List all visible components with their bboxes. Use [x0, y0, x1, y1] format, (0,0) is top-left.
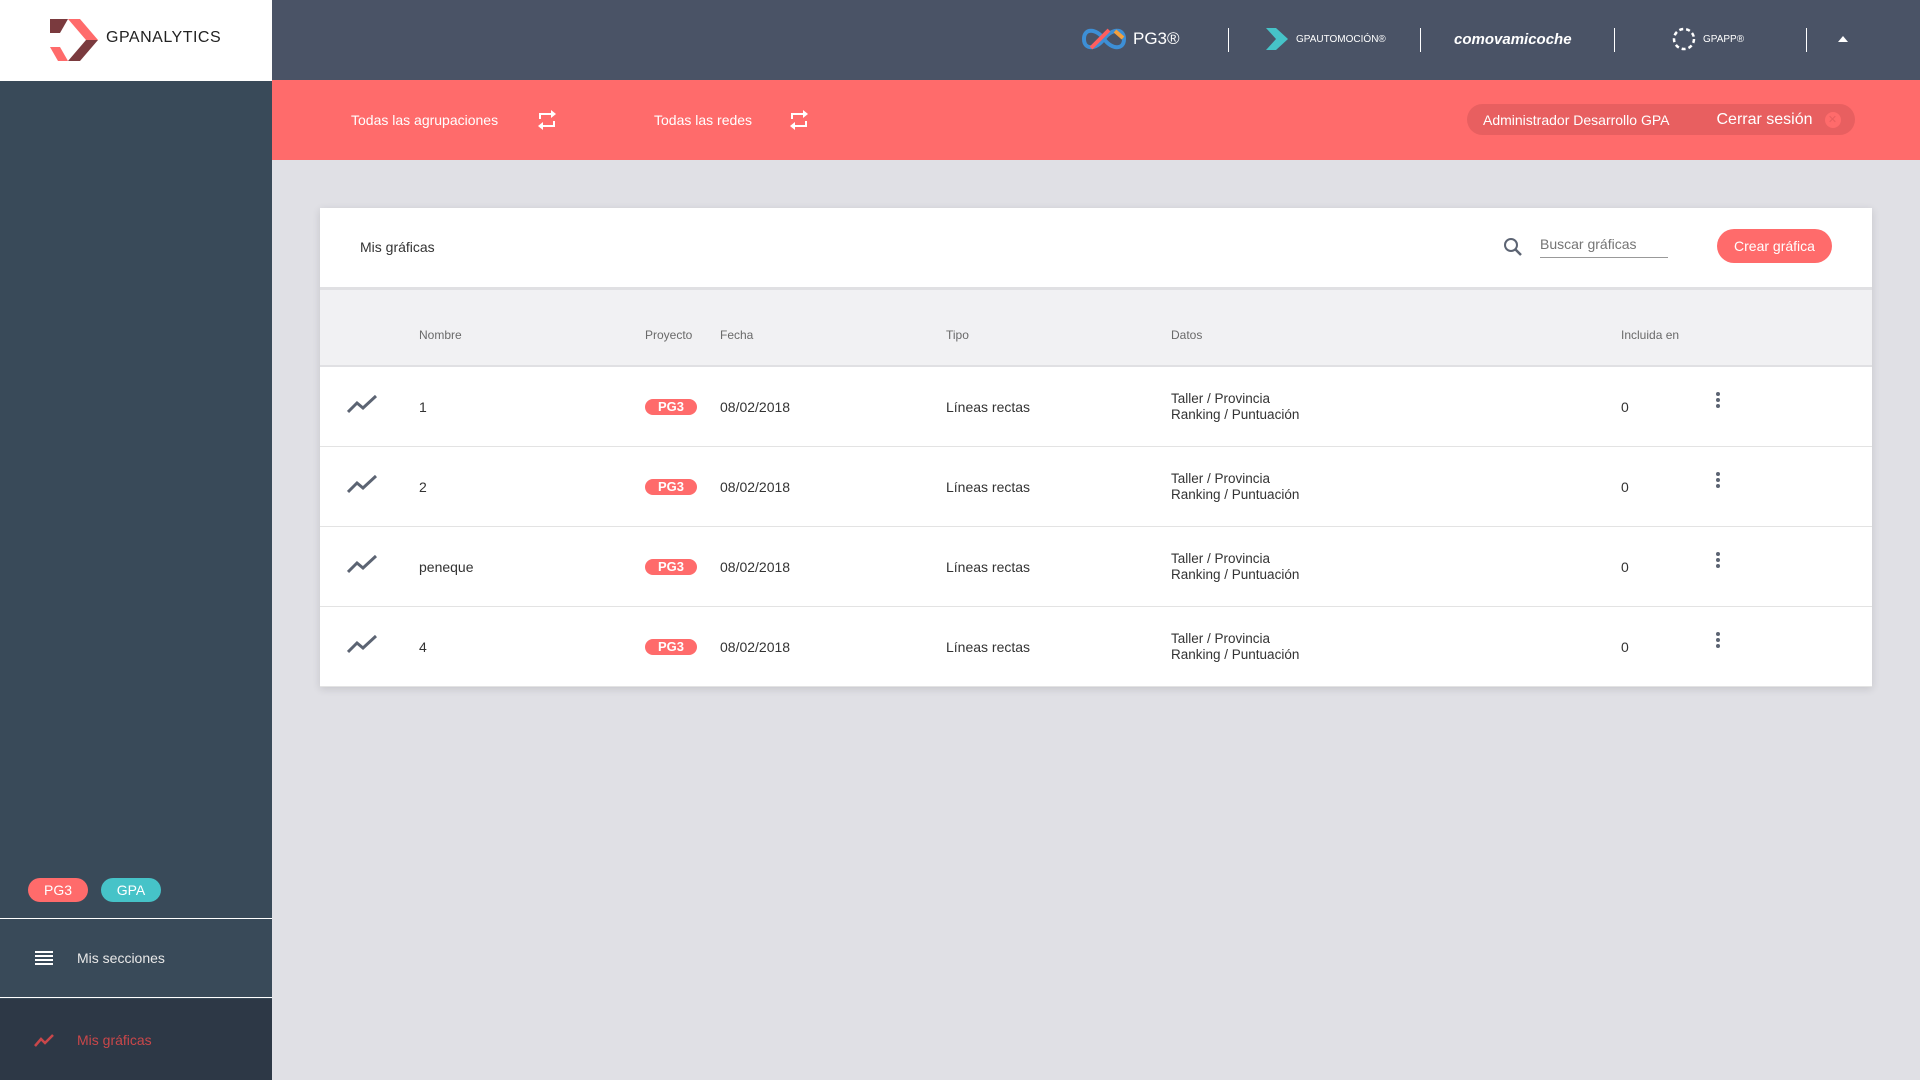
networks-selector[interactable]: Todas las redes	[654, 112, 753, 128]
sidebar-item-label: Mis gráficas	[77, 1031, 152, 1048]
search-input[interactable]	[1540, 231, 1668, 258]
chart-data-2: Ranking / Puntuación	[1171, 647, 1300, 662]
gpapp-logo-icon	[1672, 27, 1696, 51]
swap-icon[interactable]	[538, 110, 556, 130]
table-row[interactable]: 4 PG3 08/02/2018 Líneas rectas Taller / …	[320, 607, 1872, 687]
trending-icon	[34, 1033, 54, 1047]
sidebar: GPANALYTICS PG3 GPA Mis secciones Mis gr…	[0, 0, 272, 1080]
project-badge-gpa[interactable]: GPA	[101, 878, 161, 902]
brand-gpautomocion[interactable]: GPAUTOMOCIÓN®	[1264, 26, 1386, 52]
chart-type: Líneas rectas	[946, 399, 1031, 415]
chart-name[interactable]: 4	[419, 639, 427, 655]
more-vertical-icon[interactable]	[1715, 471, 1721, 489]
brand-pg3[interactable]: PG3®	[1081, 26, 1180, 52]
chart-date: 08/02/2018	[720, 399, 791, 415]
chart-data-2: Ranking / Puntuación	[1171, 487, 1300, 502]
chart-date: 08/02/2018	[720, 559, 791, 575]
swap-icon[interactable]	[790, 110, 808, 130]
groupings-selector[interactable]: Todas las agrupaciones	[351, 112, 499, 128]
chart-data-1: Taller / Provincia	[1171, 391, 1271, 406]
project-badge: PG3	[645, 479, 697, 495]
included-count: 0	[1621, 559, 1629, 575]
search-icon[interactable]	[1503, 237, 1523, 257]
chart-date: 08/02/2018	[720, 639, 791, 655]
chart-date: 08/02/2018	[720, 479, 791, 495]
column-header-fecha[interactable]: Fecha	[720, 328, 754, 342]
user-name: Administrador Desarrollo GPA	[1483, 111, 1670, 128]
gpautomocion-logo-icon	[1266, 28, 1288, 50]
table-row[interactable]: peneque PG3 08/02/2018 Líneas rectas Tal…	[320, 527, 1872, 607]
charts-card: Mis gráficas Crear gráfica Nombre Proyec…	[320, 208, 1872, 687]
included-count: 0	[1621, 639, 1629, 655]
top-bar	[272, 0, 1920, 80]
line-chart-icon	[347, 634, 377, 654]
chart-type: Líneas rectas	[946, 559, 1031, 575]
close-icon[interactable]: ✕	[1824, 111, 1841, 128]
project-badge-pg3[interactable]: PG3	[28, 878, 88, 902]
included-count: 0	[1621, 479, 1629, 495]
user-pill: Administrador Desarrollo GPA Cerrar sesi…	[1467, 104, 1855, 135]
table-header: Nombre Proyecto Fecha Tipo Datos Incluid…	[320, 287, 1872, 367]
sidebar-item-mis-graficas[interactable]: Mis gráficas	[0, 999, 272, 1080]
menu-icon	[35, 951, 53, 965]
line-chart-icon	[347, 474, 377, 494]
chart-type: Líneas rectas	[946, 479, 1031, 495]
chart-name[interactable]: 1	[419, 399, 427, 415]
project-badge: PG3	[645, 559, 697, 575]
project-badge: PG3	[645, 399, 697, 415]
table-row[interactable]: 2 PG3 08/02/2018 Líneas rectas Taller / …	[320, 447, 1872, 527]
logout-button[interactable]: Cerrar sesión	[1716, 110, 1813, 128]
chart-data-2: Ranking / Puntuación	[1171, 567, 1300, 582]
sidebar-item-mis-secciones[interactable]: Mis secciones	[0, 918, 272, 998]
table-row[interactable]: 1 PG3 08/02/2018 Líneas rectas Taller / …	[320, 367, 1872, 447]
gpanalytics-logo-icon	[50, 19, 98, 61]
column-header-nombre[interactable]: Nombre	[419, 328, 462, 342]
divider	[1228, 28, 1229, 52]
chart-data-1: Taller / Provincia	[1171, 471, 1271, 486]
project-badge: PG3	[645, 639, 697, 655]
chart-data-1: Taller / Provincia	[1171, 631, 1271, 646]
column-header-incluida-en[interactable]: Incluida en	[1621, 328, 1680, 342]
included-count: 0	[1621, 399, 1629, 415]
chart-name[interactable]: 2	[419, 479, 427, 495]
brand-comovamicoche[interactable]: comovamicoche	[1454, 31, 1572, 48]
caret-up-icon[interactable]	[1838, 36, 1848, 42]
line-chart-icon	[347, 554, 377, 574]
chart-name[interactable]: peneque	[419, 559, 474, 575]
create-chart-button[interactable]: Crear gráfica	[1717, 229, 1832, 263]
divider	[1614, 28, 1615, 52]
card-title: Mis gráficas	[360, 239, 435, 255]
more-vertical-icon[interactable]	[1715, 551, 1721, 569]
chart-data-1: Taller / Provincia	[1171, 551, 1271, 566]
column-header-proyecto[interactable]: Proyecto	[645, 328, 693, 342]
column-header-tipo[interactable]: Tipo	[946, 328, 969, 342]
logo[interactable]: GPANALYTICS	[0, 0, 272, 81]
divider	[1420, 28, 1421, 52]
more-vertical-icon[interactable]	[1715, 391, 1721, 409]
chart-type: Líneas rectas	[946, 639, 1031, 655]
divider	[1806, 28, 1807, 52]
chart-data-2: Ranking / Puntuación	[1171, 407, 1300, 422]
more-vertical-icon[interactable]	[1715, 631, 1721, 649]
logo-text: GPANALYTICS	[106, 29, 222, 46]
pg3-logo-icon	[1081, 28, 1127, 50]
column-header-datos[interactable]: Datos	[1171, 328, 1203, 342]
brand-gpapp[interactable]: GPAPP®	[1671, 26, 1744, 52]
sidebar-item-label: Mis secciones	[77, 950, 165, 966]
line-chart-icon	[347, 394, 377, 414]
